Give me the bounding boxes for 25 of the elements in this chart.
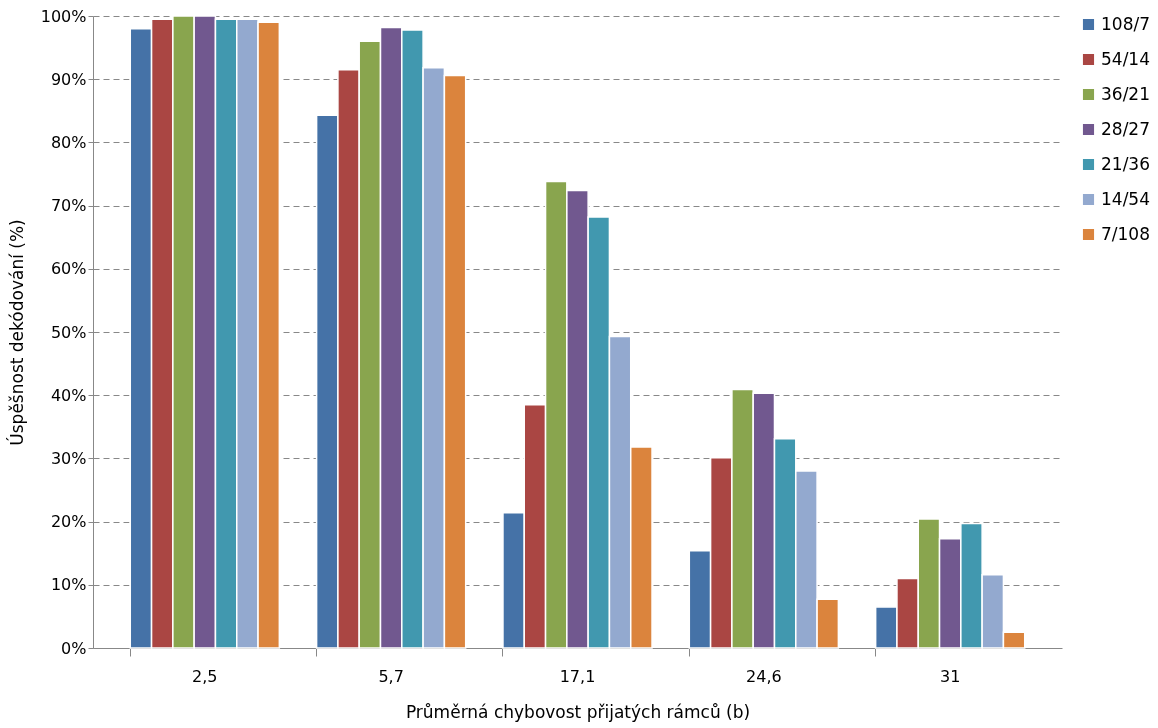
- x-tick-label: 24,6: [746, 666, 782, 686]
- x-tick-label: 17,1: [559, 666, 596, 686]
- y-tick-label: 70%: [50, 196, 87, 216]
- x-tick-label: 5,7: [378, 666, 404, 686]
- legend-label: 14/54: [1101, 188, 1150, 209]
- x-tick-label: 2,5: [192, 666, 218, 686]
- y-tick-label: 40%: [50, 385, 87, 405]
- x-tick-label: 31: [940, 666, 961, 686]
- y-tick-label: 60%: [50, 259, 87, 279]
- legend-label: 21/36: [1101, 153, 1150, 174]
- y-axis-title: Úspěšnost dekódování (%): [5, 219, 27, 446]
- y-tick-label: 20%: [50, 512, 87, 532]
- y-tick-label: 10%: [50, 575, 87, 595]
- y-tick-label: 90%: [50, 69, 87, 89]
- legend-label: 28/27: [1101, 118, 1150, 139]
- y-tick-label: 30%: [50, 448, 87, 468]
- x-axis-title: Průměrná chybovost přijatých rámců (b): [405, 701, 751, 722]
- legend-label: 108/7: [1101, 13, 1150, 34]
- legend-label: 7/108: [1101, 223, 1150, 244]
- legend-label: 54/14: [1101, 48, 1150, 69]
- legend-label: 36/21: [1101, 83, 1150, 104]
- y-tick-label: 0%: [61, 638, 87, 658]
- y-tick-label: 50%: [50, 322, 87, 342]
- y-tick-label: 80%: [50, 132, 87, 152]
- y-tick-label: 100%: [40, 6, 87, 26]
